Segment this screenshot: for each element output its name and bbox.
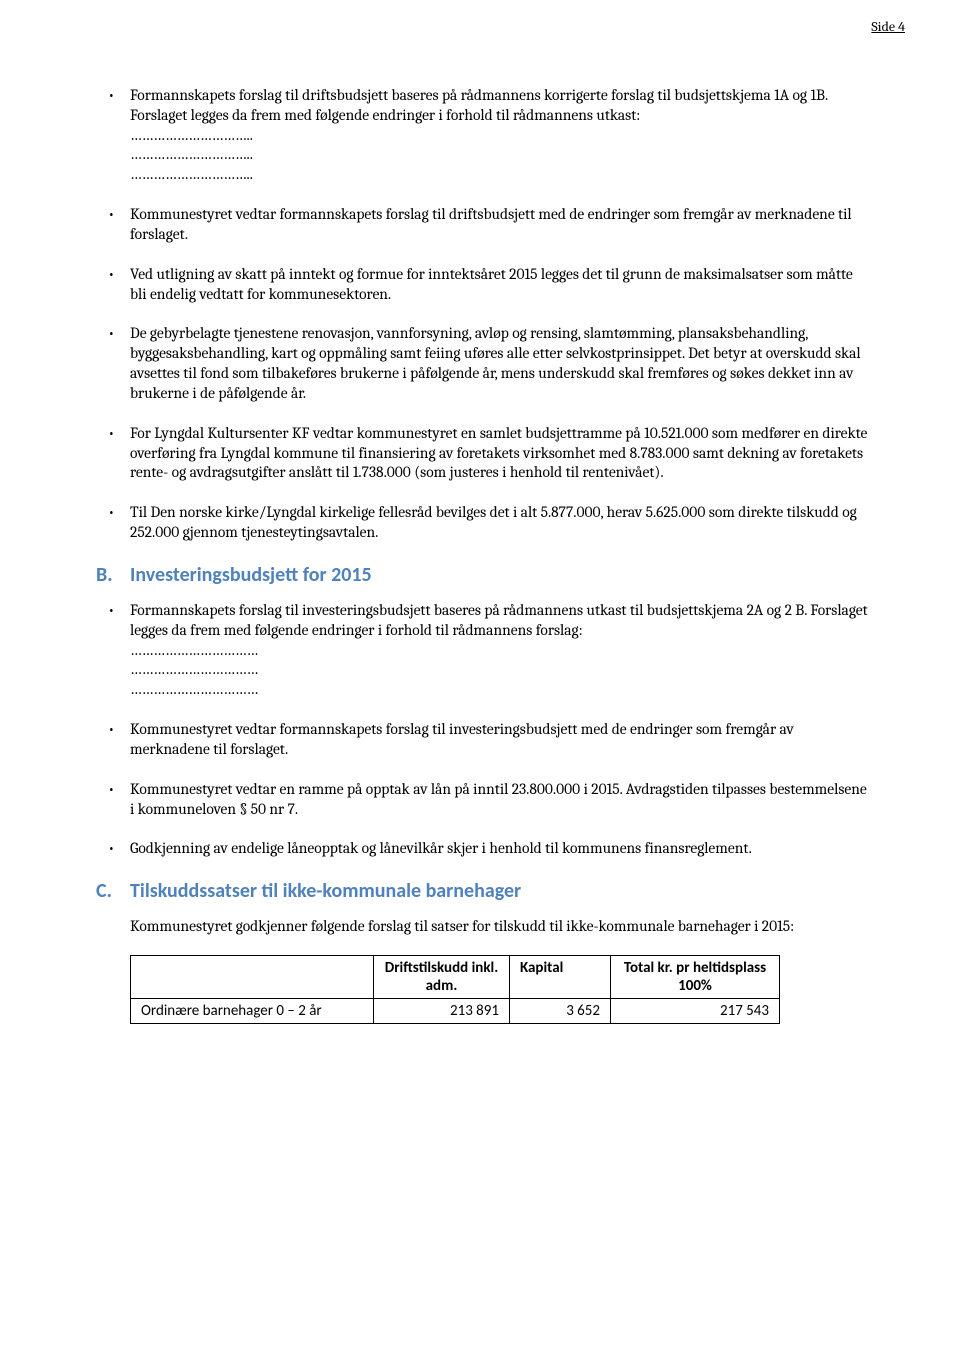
- section-title: Investeringsbudsjett for 2015: [130, 563, 372, 587]
- dotted-line: …………………………..: [130, 126, 870, 146]
- bullet-text: Kommunestyret vedtar formannskapets fors…: [130, 720, 794, 758]
- bullet-item: De gebyrbelagte tjenestene renovasjon, v…: [96, 324, 870, 403]
- bullet-text: Kommunestyret vedtar en ramme på opptak …: [130, 780, 867, 818]
- bullet-text: De gebyrbelagte tjenestene renovasjon, v…: [130, 324, 861, 401]
- bullet-item: Formannskapets forslag til driftsbudsjet…: [96, 86, 870, 185]
- table-row: Ordinære barnehager 0 – 2 år 213 891 3 6…: [131, 999, 780, 1024]
- bullet-text: Til Den norske kirke/Lyngdal kirkelige f…: [130, 503, 857, 541]
- row-drift: 213 891: [374, 999, 510, 1024]
- table-header-row: Driftstilskudd inkl. adm. Kapital Total …: [131, 956, 780, 999]
- table-header-drift: Driftstilskudd inkl. adm.: [374, 956, 510, 999]
- dotted-line: …………………………..: [130, 145, 870, 165]
- bullet-text: Godkjenning av endelige låneopptak og lå…: [130, 839, 752, 857]
- section-b-heading: B.Investeringsbudsjett for 2015: [96, 563, 870, 587]
- section-letter: C.: [96, 879, 130, 903]
- section-c-heading: C.Tilskuddssatser til ikke-kommunale bar…: [96, 879, 870, 903]
- tilskudd-table: Driftstilskudd inkl. adm. Kapital Total …: [130, 955, 780, 1024]
- dotted-line: ……………………………: [130, 641, 870, 661]
- row-total: 217 543: [611, 999, 780, 1024]
- bullet-item: Kommunestyret vedtar en ramme på opptak …: [96, 780, 870, 820]
- bullet-item: Kommunestyret vedtar formannskapets fors…: [96, 205, 870, 245]
- bullet-item: Ved utligning av skatt på inntekt og for…: [96, 265, 870, 305]
- bullet-item: Godkjenning av endelige låneopptak og lå…: [96, 839, 870, 859]
- document-page: Side 4 Formannskapets forslag til drifts…: [0, 0, 960, 1357]
- dotted-line: ……………………………: [130, 680, 870, 700]
- bullet-item: Til Den norske kirke/Lyngdal kirkelige f…: [96, 503, 870, 543]
- dotted-line: ……………………………: [130, 660, 870, 680]
- bullet-item: Formannskapets forslag til investeringsb…: [96, 601, 870, 700]
- bullet-text: Ved utligning av skatt på inntekt og for…: [130, 265, 853, 303]
- page-number: Side 4: [871, 18, 905, 35]
- bullet-text: Formannskapets forslag til investeringsb…: [130, 601, 868, 639]
- top-bullet-list: Formannskapets forslag til driftsbudsjet…: [96, 86, 870, 543]
- bullet-item: For Lyngdal Kultursenter KF vedtar kommu…: [96, 424, 870, 483]
- table-header-total: Total kr. pr heltidsplass 100%: [611, 956, 780, 999]
- bullet-text: Kommunestyret vedtar formannskapets fors…: [130, 205, 852, 243]
- section-letter: B.: [96, 563, 130, 587]
- section-c-intro: Kommunestyret godkjenner følgende forsla…: [96, 917, 870, 937]
- table-header-kapital: Kapital: [510, 956, 611, 999]
- section-b-bullet-list: Formannskapets forslag til investeringsb…: [96, 601, 870, 859]
- row-label: Ordinære barnehager 0 – 2 år: [131, 999, 374, 1024]
- bullet-text: For Lyngdal Kultursenter KF vedtar kommu…: [130, 424, 867, 482]
- bullet-text: Formannskapets forslag til driftsbudsjet…: [130, 86, 828, 124]
- section-title: Tilskuddssatser til ikke-kommunale barne…: [130, 879, 521, 903]
- bullet-item: Kommunestyret vedtar formannskapets fors…: [96, 720, 870, 760]
- dotted-line: …………………………..: [130, 165, 870, 185]
- table-header-blank: [131, 956, 374, 999]
- row-kapital: 3 652: [510, 999, 611, 1024]
